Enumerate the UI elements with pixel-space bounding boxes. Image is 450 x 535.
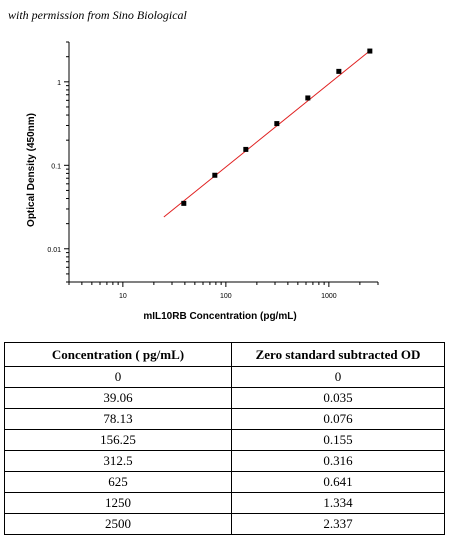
cell-concentration: 0 — [4, 366, 232, 388]
table-row: 2500 2.337 — [4, 513, 445, 535]
cell-od: 0 — [231, 366, 445, 388]
y-tick-label: 0.1 — [51, 163, 61, 170]
data-point — [181, 200, 187, 206]
y-tick-label: 1 — [57, 80, 61, 87]
fit-line — [163, 48, 372, 218]
data-point — [305, 95, 311, 101]
data-table-container: Concentration ( pg/mL) Zero standard sub… — [4, 342, 445, 535]
table-row: 1250 1.334 — [4, 492, 445, 514]
cell-od: 0.155 — [231, 429, 445, 451]
cell-concentration: 78.13 — [4, 408, 232, 430]
cell-od: 0.641 — [231, 471, 445, 493]
table-row: 156.25 0.155 — [4, 429, 445, 451]
x-tick-label: 10 — [119, 293, 127, 300]
data-point — [243, 146, 249, 152]
data-points — [181, 48, 373, 206]
data-point — [274, 121, 280, 127]
data-point — [212, 172, 218, 178]
x-tick-label: 100 — [220, 293, 232, 300]
header-concentration: Concentration ( pg/mL) — [4, 342, 232, 367]
cell-concentration: 156.25 — [4, 429, 232, 451]
table-row: 312.5 0.316 — [4, 450, 445, 472]
x-axis-label: mIL10RB Concentration (pg/mL) — [143, 311, 296, 322]
y-axis-label: Optical Density (450nm) — [26, 113, 37, 227]
cell-od: 1.334 — [231, 492, 445, 514]
y-tick-label: 0.01 — [47, 247, 61, 254]
data-table: Concentration ( pg/mL) Zero standard sub… — [4, 342, 445, 535]
table-row: 78.13 0.076 — [4, 408, 445, 430]
table-header-row: Concentration ( pg/mL) Zero standard sub… — [4, 342, 445, 367]
standard-curve-chart: 10 100 1000 0.01 0.1 1 mIL10RB Concentration … — [26, 41, 379, 322]
axes: 10 100 1000 0.01 0.1 1 — [47, 41, 379, 300]
data-point — [367, 48, 373, 54]
header-od: Zero standard subtracted OD — [231, 342, 445, 367]
cell-od: 0.035 — [231, 387, 445, 409]
fit-line-group — [163, 48, 372, 218]
cell-od: 2.337 — [231, 513, 445, 535]
cell-concentration: 2500 — [4, 513, 232, 535]
table-row: 625 0.641 — [4, 471, 445, 493]
x-tick-label: 1000 — [321, 293, 337, 300]
cell-od: 0.076 — [231, 408, 445, 430]
cell-concentration: 312.5 — [4, 450, 232, 472]
cell-od: 0.316 — [231, 450, 445, 472]
table-row: 39.06 0.035 — [4, 387, 445, 409]
cell-concentration: 1250 — [4, 492, 232, 514]
cell-concentration: 39.06 — [4, 387, 232, 409]
cell-concentration: 625 — [4, 471, 232, 493]
permission-caption: with permission from Sino Biological — [8, 8, 187, 22]
data-point — [336, 68, 342, 74]
